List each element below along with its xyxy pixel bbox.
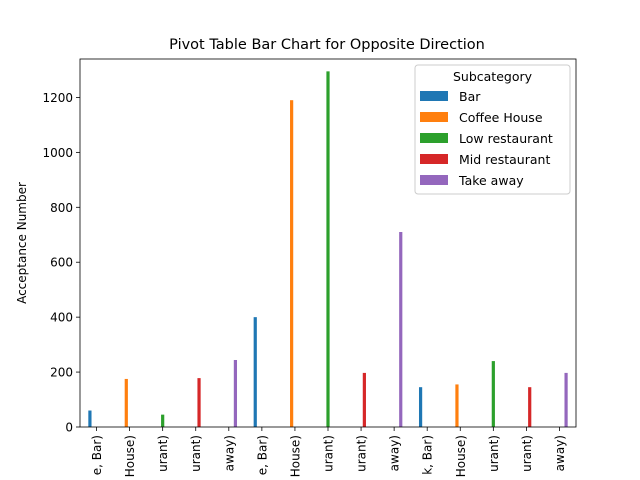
- x-tick-label: k, Bar): [421, 435, 435, 475]
- bar-take-away-9: [399, 232, 403, 427]
- x-tick-label: urant): [355, 435, 369, 472]
- legend-title: Subcategory: [453, 69, 533, 84]
- y-axis-label: Acceptance Number: [15, 182, 29, 304]
- legend-box: [414, 64, 571, 195]
- x-tick-label: urant): [520, 435, 534, 472]
- x-tick-label: urant): [322, 435, 336, 472]
- legend-label-bar: Bar: [459, 89, 481, 104]
- y-tick-label: 0: [65, 421, 73, 435]
- bar-bar-0: [88, 410, 92, 427]
- legend-label-take-away: Take away: [458, 173, 524, 188]
- bar-low-restaurant-12: [491, 361, 495, 427]
- bar-take-away-14: [564, 372, 568, 427]
- legend: Subcategory Bar Coffee House Low restaurant…: [414, 64, 571, 195]
- y-tick-label: 200: [50, 366, 73, 380]
- bar-mid-restaurant-3: [197, 378, 201, 427]
- bar-low-restaurant-7: [326, 71, 330, 428]
- legend-swatch-mid-restaurant: [420, 154, 448, 164]
- legend-label-low-restaurant: Low restaurant: [459, 131, 553, 146]
- legend-swatch-take-away: [420, 175, 448, 185]
- bar-mid-restaurant-8: [362, 372, 366, 427]
- bar-coffee-house-1: [124, 378, 128, 427]
- bar-low-restaurant-2: [161, 414, 165, 427]
- axes-frame: [79, 58, 577, 428]
- chart-title: Pivot Table Bar Chart for Opposite Direc…: [169, 37, 485, 53]
- x-tick-label: e, Bar): [255, 435, 269, 475]
- x-tick-label: e, Bar): [90, 435, 104, 475]
- x-tick-label: away): [388, 435, 402, 471]
- x-tick-label: away): [222, 435, 236, 471]
- y-tick-label: 400: [50, 311, 73, 325]
- y-tick-label: 1200: [42, 91, 73, 105]
- legend-swatch-low-restaurant: [420, 133, 448, 143]
- bar-take-away-4: [233, 359, 238, 427]
- x-tick-label: House): [454, 435, 468, 477]
- y-tick-label: 800: [50, 201, 73, 215]
- x-tick-label: House): [288, 435, 302, 477]
- legend-swatch-bar: [420, 91, 448, 101]
- x-tick-label: urant): [156, 435, 170, 472]
- bar-coffee-house-6: [290, 100, 294, 427]
- x-tick-label: urant): [487, 435, 501, 472]
- bar-coffee-house-11: [455, 384, 459, 427]
- x-tick-label: urant): [189, 435, 203, 472]
- bar-bar-5: [253, 317, 257, 427]
- bar-bar-10: [418, 387, 423, 427]
- x-tick-label: House): [123, 435, 137, 477]
- plot-area: 0 200 400 600 800 1000 1200 e, Bar) House) urant)…: [42, 58, 577, 477]
- legend-swatch-coffee-house: [420, 112, 448, 122]
- y-tick-label: 1000: [42, 146, 73, 160]
- y-tick-label: 600: [50, 256, 73, 270]
- bar-mid-restaurant-13: [528, 387, 532, 427]
- legend-label-coffee-house: Coffee House: [459, 110, 543, 125]
- x-tick-label: away): [553, 435, 567, 471]
- legend-label-mid-restaurant: Mid restaurant: [459, 152, 550, 167]
